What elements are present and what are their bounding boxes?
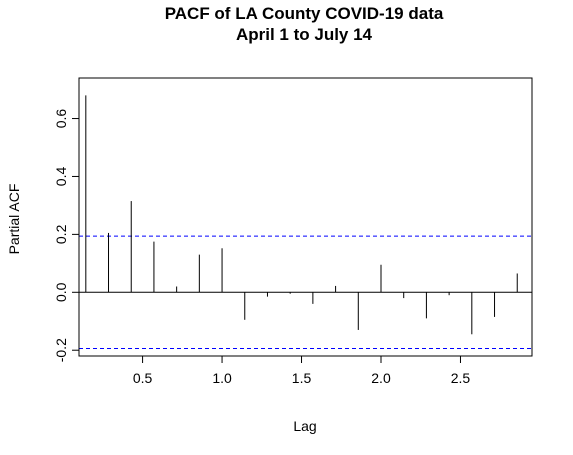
x-tick-label: 1.0	[212, 370, 232, 386]
chart-title-line1: PACF of LA County COVID-19 data	[165, 4, 444, 23]
x-tick-label: 0.5	[133, 370, 153, 386]
y-tick-label: 0.4	[53, 167, 69, 187]
y-tick-label: 0.2	[53, 224, 69, 244]
plot-frame	[78, 77, 533, 357]
y-tick-label: 0.0	[53, 282, 69, 302]
x-tick-label: 2.5	[451, 370, 471, 386]
x-axis-label: Lag	[293, 418, 316, 434]
y-tick-label: 0.6	[53, 109, 69, 129]
x-axis: 0.5 1.0 1.5 2.0 2.5	[133, 355, 471, 386]
chart-title-line2: April 1 to July 14	[236, 25, 373, 44]
x-tick-label: 2.0	[371, 370, 391, 386]
y-axis-label: Partial ACF	[6, 184, 22, 255]
pacf-bars	[79, 95, 532, 349]
y-axis: -0.2 0.0 0.2 0.4 0.6	[53, 109, 80, 362]
y-tick-label: -0.2	[53, 338, 69, 362]
x-tick-label: 1.5	[292, 370, 312, 386]
